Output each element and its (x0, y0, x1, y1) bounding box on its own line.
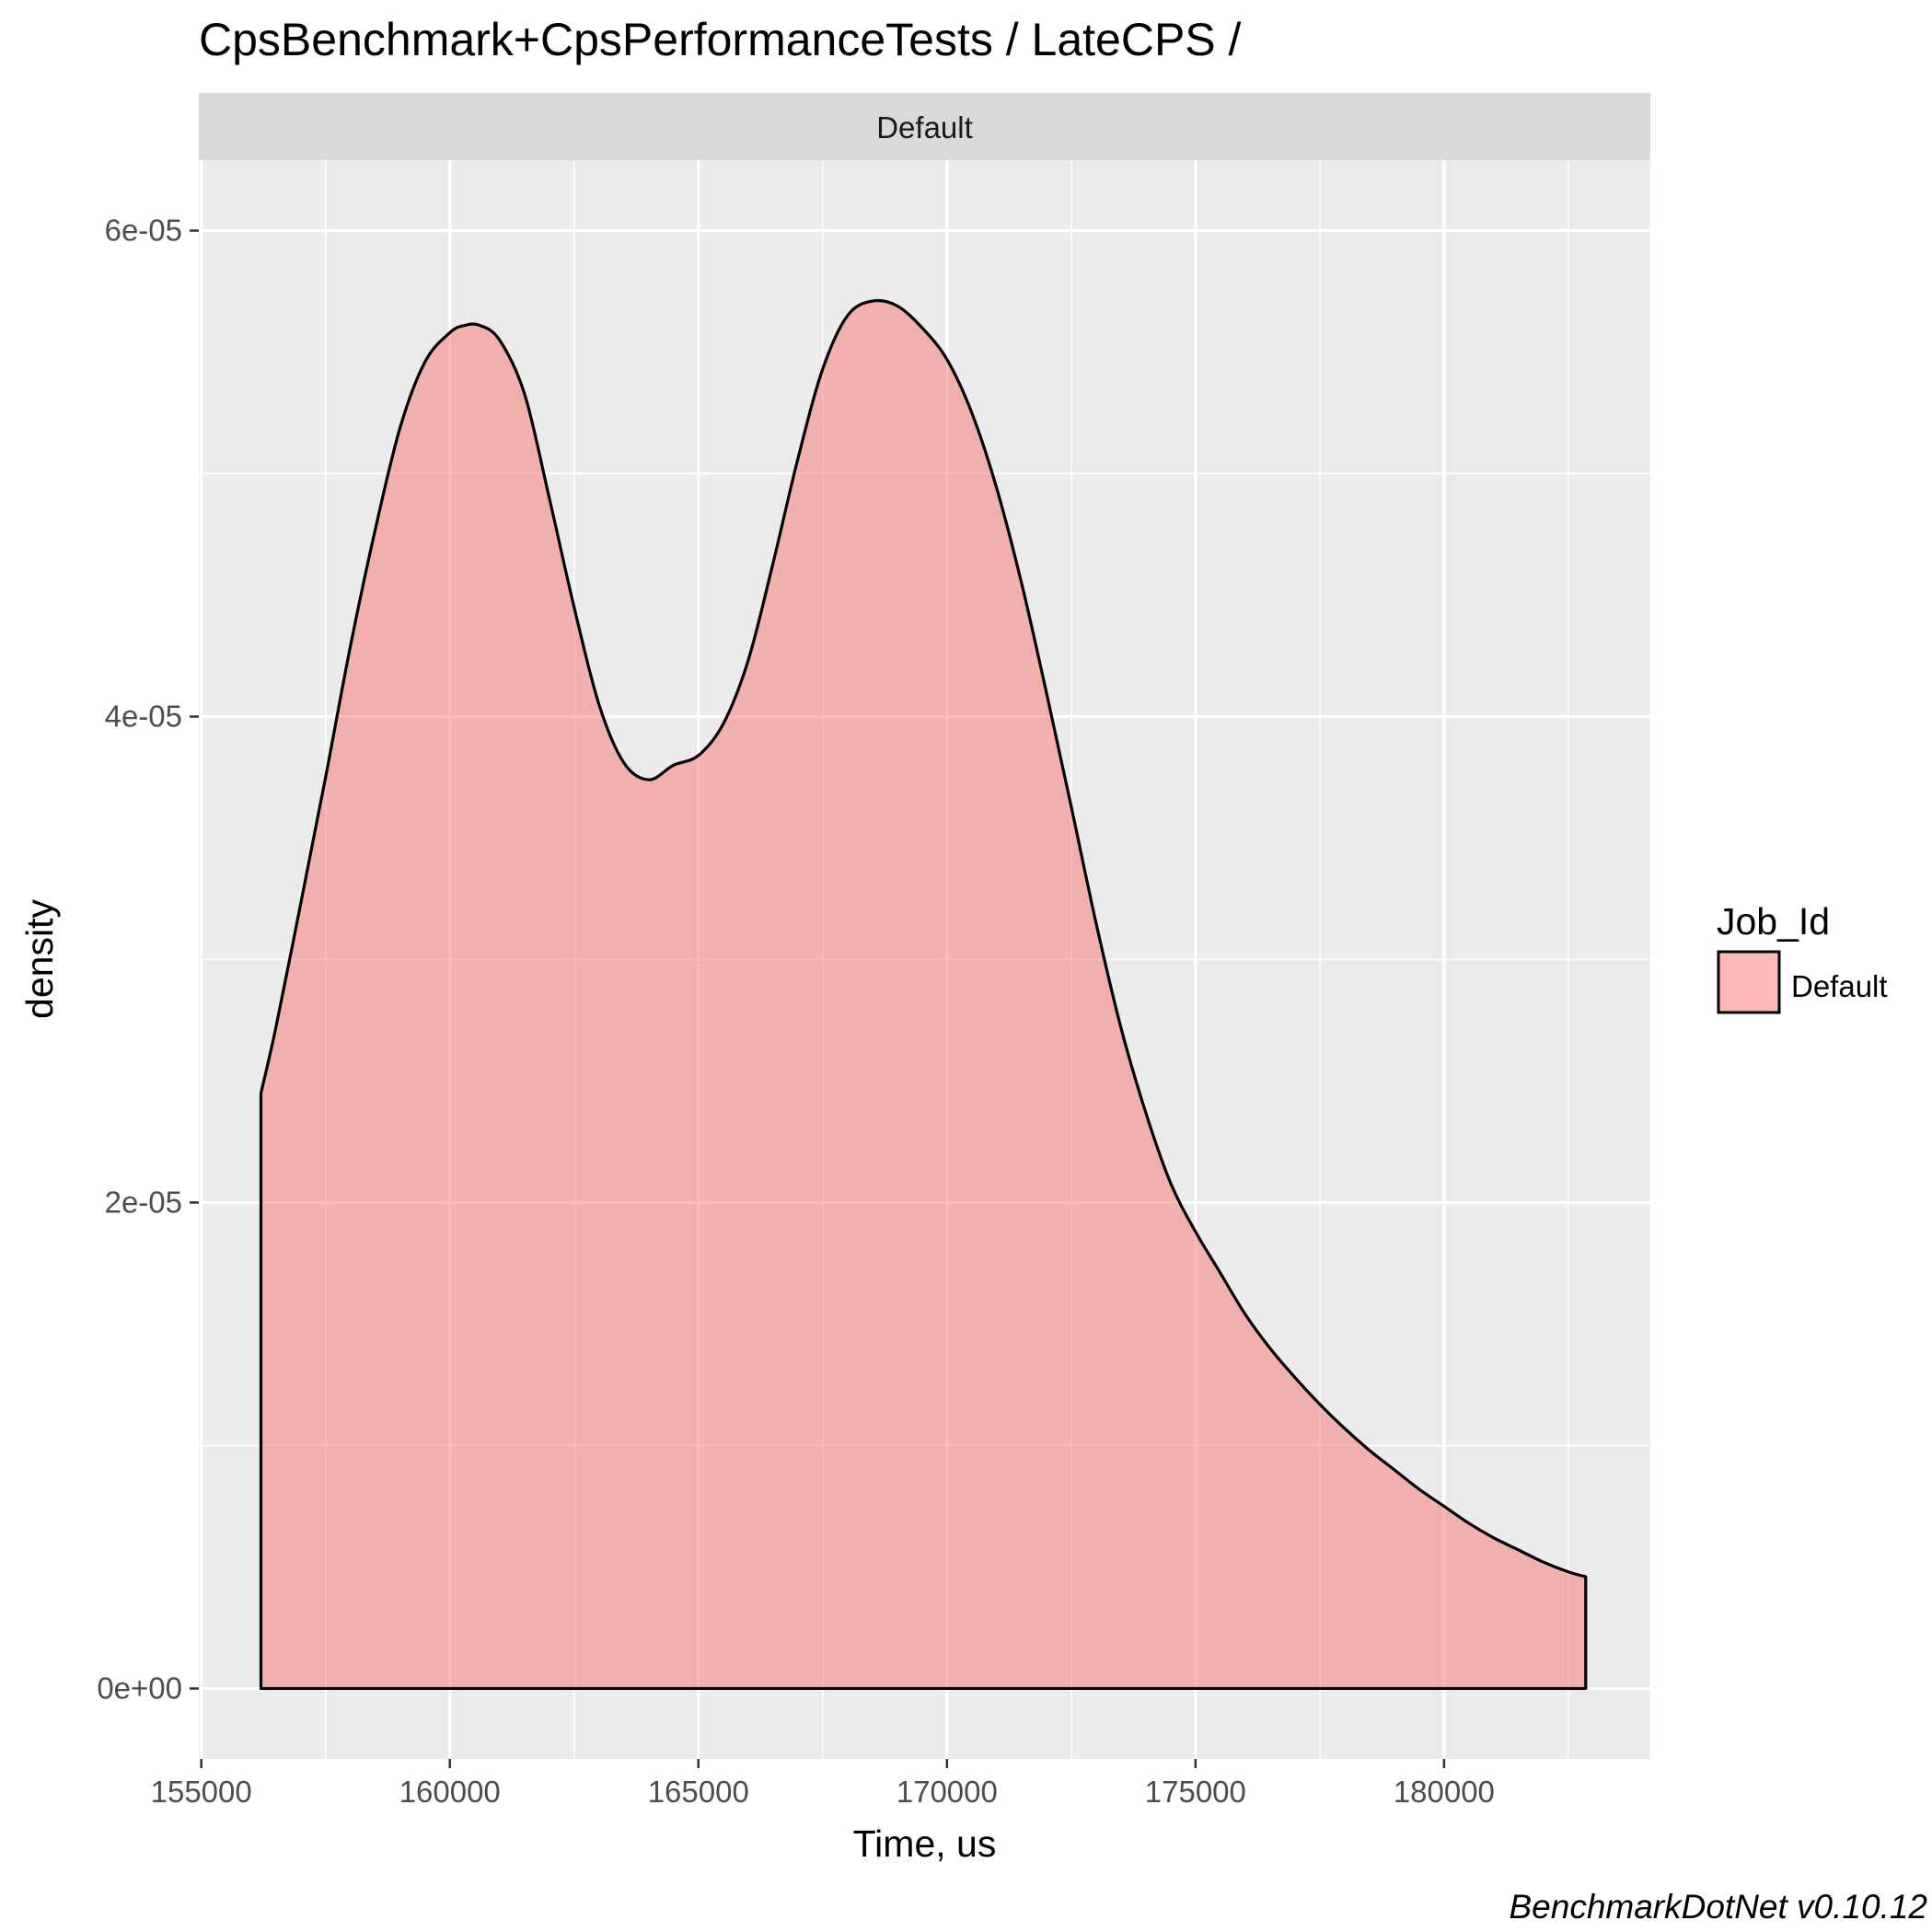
y-tick-label: 2e-05 (105, 1185, 182, 1219)
legend-key-default (1717, 950, 1781, 1014)
x-tick-label: 180000 (1394, 1775, 1495, 1809)
x-tick-label: 160000 (399, 1775, 501, 1809)
y-tick-label: 4e-05 (105, 700, 182, 734)
legend-label-default: Default (1791, 969, 1888, 1003)
y-axis-title: density (18, 899, 61, 1019)
facet-strip-label: Default (876, 110, 973, 145)
x-tick-label: 165000 (648, 1775, 749, 1809)
legend: Job_Id Default (1717, 900, 1888, 1014)
legend-title: Job_Id (1717, 900, 1830, 943)
y-axis-ticks: 0e+00 2e-05 4e-05 6e-05 (97, 214, 199, 1705)
y-tick-label: 6e-05 (105, 214, 182, 248)
x-tick-label: 175000 (1145, 1775, 1246, 1809)
x-axis-ticks: 155000 160000 165000 170000 175000 180000 (151, 1759, 1495, 1809)
caption: BenchmarkDotNet v0.10.12 (1509, 1888, 1927, 1926)
y-tick-label: 0e+00 (97, 1671, 182, 1705)
x-tick-label: 170000 (897, 1775, 998, 1809)
x-tick-label: 155000 (151, 1775, 252, 1809)
x-axis-title: Time, us (853, 1822, 997, 1865)
density-area (259, 298, 1588, 1691)
chart-title: CpsBenchmark+CpsPerformanceTests / LateC… (199, 14, 1242, 65)
facet-strip (199, 93, 1650, 160)
